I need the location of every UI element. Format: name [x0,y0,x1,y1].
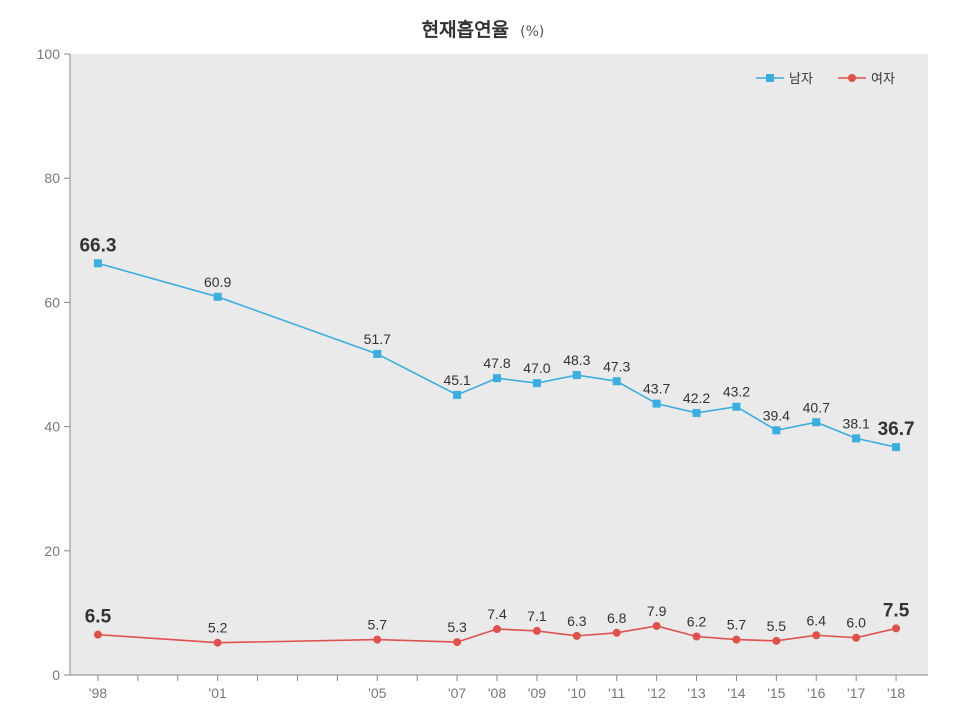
data-point-female [612,628,621,637]
legend-marker-circle [848,74,856,82]
data-point-female [93,630,102,639]
data-label-female: 7.5 [883,600,910,621]
data-label-female: 6.2 [687,613,707,629]
data-label-male: 36.7 [878,419,915,440]
data-point-female [493,625,502,634]
data-point-female [772,636,781,645]
data-point-male [572,371,581,380]
data-point-male [652,399,661,408]
data-label-female: 6.5 [85,607,112,628]
x-tick-label: '18 [887,685,905,701]
data-label-female: 6.3 [567,613,587,629]
data-label-female: 5.5 [767,618,787,634]
data-point-male [93,259,102,268]
x-tick-label: '11 [608,685,625,701]
y-tick-label: 40 [44,419,60,435]
data-label-male: 38.1 [843,415,870,431]
data-label-male: 39.4 [763,407,790,423]
data-point-male [453,390,462,399]
y-tick-label: 20 [44,543,60,559]
data-label-female: 7.9 [647,603,667,619]
data-point-female [692,632,701,641]
x-tick-label: '13 [687,685,705,701]
data-point-male [213,292,222,301]
y-tick-label: 0 [52,667,60,683]
data-label-female: 5.7 [368,617,388,633]
series-markers [93,259,901,647]
data-point-male [493,374,502,383]
data-label-male: 66.3 [79,235,116,256]
data-point-female [732,635,741,644]
legend-label: 남자 [789,72,813,87]
data-label-male: 43.7 [643,381,670,397]
data-point-female [892,624,901,633]
data-point-male [373,349,382,358]
data-point-male [852,434,861,443]
data-point-female [652,621,661,630]
data-label-male: 47.8 [483,355,510,371]
data-point-female [373,635,382,644]
data-label-male: 48.3 [563,352,590,368]
data-label-male: 47.3 [603,358,630,374]
data-point-female [213,638,222,647]
data-label-male: 47.0 [523,360,550,376]
data-point-male [612,377,621,386]
data-label-female: 6.0 [846,615,866,631]
data-label-male: 43.2 [723,384,750,400]
x-tick-label: '05 [368,685,386,701]
data-label-female: 6.4 [807,612,827,628]
data-point-male [532,379,541,388]
data-label-male: 42.2 [683,390,710,406]
data-point-male [892,443,901,452]
x-tick-label: '10 [568,685,586,701]
data-label-female: 5.3 [447,619,467,635]
x-tick-label: '01 [209,685,227,701]
x-tick-label: '07 [448,685,466,701]
data-label-female: 7.4 [487,606,507,622]
data-point-female [572,631,581,640]
data-point-male [812,418,821,427]
data-labels: 66.3 60.9 51.7 45.1 47.8 47.0 48.3 47.3 43.7 42.2… [79,235,914,635]
x-tick-label: '14 [727,685,745,701]
data-label-female: 5.2 [208,620,228,636]
x-tick-label: '09 [528,685,546,701]
chart-title: 현재흡연율 (%) [422,18,545,41]
data-point-female [453,638,462,647]
axes: 0 20 40 60 80 100 '98 '01 '05 '07 '08 '09 '10 '11 '12 '… [37,46,928,701]
x-tick-label: '15 [767,685,785,701]
legend: 남자 여자 [756,72,895,87]
data-label-female: 5.7 [727,617,747,633]
legend-label: 여자 [871,72,895,87]
data-point-female [532,626,541,635]
data-label-female: 6.8 [607,610,627,626]
data-point-female [812,631,821,640]
legend-marker-square [766,74,774,82]
x-tick-label: '08 [488,685,506,701]
data-point-male [772,426,781,435]
chart-title-text: 현재흡연율 [422,18,509,41]
data-label-male: 45.1 [443,372,470,388]
data-label-male: 60.9 [204,274,231,290]
x-tick-label: '98 [89,685,107,701]
data-label-female: 7.1 [527,608,547,624]
data-point-male [692,408,701,417]
data-point-female [852,633,861,642]
data-label-male: 51.7 [364,331,391,347]
y-tick-label: 60 [44,294,60,310]
x-tick-label: '17 [847,685,865,701]
y-tick-label: 80 [44,170,60,186]
x-tick-label: '16 [807,685,825,701]
chart-title-unit: (%) [520,24,544,40]
x-tick-label: '12 [648,685,666,701]
y-tick-label: 100 [37,46,61,62]
data-label-male: 40.7 [803,399,830,415]
data-point-male [732,402,741,411]
plot-area [70,54,928,675]
